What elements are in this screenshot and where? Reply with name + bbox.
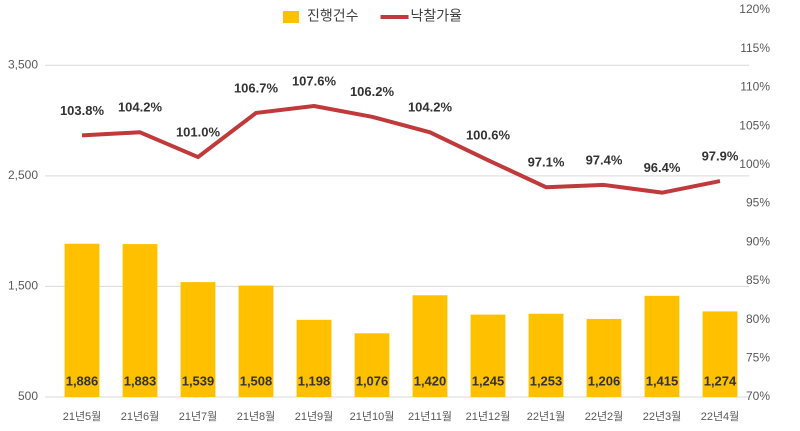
line-value-label: 97.4% — [586, 152, 623, 167]
legend-label: 진행건수 — [307, 8, 359, 24]
bar — [702, 311, 738, 397]
x-tick-label: 21년11월 — [408, 410, 452, 423]
x-tick-label: 21년10월 — [350, 410, 395, 423]
line-value-label: 97.9% — [702, 148, 739, 163]
bar-value-label: 1,253 — [530, 373, 563, 388]
y-tick-label: 3,500 — [8, 57, 38, 71]
y-tick-label: 1,500 — [8, 279, 38, 293]
bar-value-label: 1,198 — [298, 373, 331, 388]
line-value-label: 103.8% — [60, 103, 105, 118]
y2-tick-label: 120% — [739, 2, 770, 16]
bar-value-label: 1,206 — [588, 373, 621, 388]
bar-value-label: 1,883 — [124, 373, 157, 388]
y2-tick-label: 85% — [746, 273, 770, 287]
line-value-label: 96.4% — [644, 160, 681, 175]
x-tick-label: 22년2월 — [585, 410, 624, 423]
y2-tick-label: 80% — [746, 312, 770, 326]
bar — [644, 295, 680, 397]
bar — [238, 285, 274, 397]
bar — [470, 314, 506, 397]
x-tick-label: 21년9월 — [295, 410, 334, 423]
bar — [296, 319, 332, 397]
y-tick-label: 500 — [18, 389, 38, 403]
legend-swatch — [283, 11, 299, 23]
legend-label: 낙찰가율 — [411, 8, 463, 24]
y-tick-label: 2,500 — [8, 168, 38, 182]
x-tick-label: 21년5월 — [63, 410, 102, 423]
bar-value-label: 1,886 — [66, 373, 99, 388]
bar-value-label: 1,076 — [356, 373, 389, 388]
y2-tick-label: 100% — [739, 157, 770, 171]
line — [81, 103, 721, 195]
bar — [412, 295, 448, 397]
bar — [180, 282, 216, 397]
y2-tick-label: 115% — [740, 41, 770, 55]
y2-tick-label: 95% — [746, 196, 770, 210]
line-value-label: 100.6% — [466, 128, 511, 143]
bar-value-label: 1,415 — [646, 373, 679, 388]
y2-tick-label: 75% — [746, 350, 770, 364]
line-value-label: 106.2% — [350, 84, 395, 99]
x-tick-label: 21년12월 — [466, 410, 511, 423]
x-tick-label: 22년1월 — [527, 410, 566, 423]
line-value-label: 101.0% — [176, 124, 221, 139]
bar — [64, 243, 100, 397]
x-tick-label: 21년7월 — [179, 410, 218, 423]
bar — [528, 313, 564, 397]
y2-tick-label: 70% — [746, 389, 770, 403]
line-value-label: 97.1% — [528, 155, 565, 170]
y2-tick-label: 105% — [739, 118, 770, 132]
bar-value-label: 1,245 — [472, 373, 505, 388]
line-value-label: 107.6% — [292, 73, 337, 88]
y2-tick-label: 90% — [746, 234, 770, 248]
y2-tick-label: 110% — [740, 80, 770, 94]
bar-value-label: 1,274 — [704, 373, 737, 388]
line-value-label: 104.2% — [118, 100, 163, 115]
bar-value-label: 1,508 — [240, 373, 273, 388]
bar-value-label: 1,420 — [414, 373, 447, 388]
bar — [354, 333, 390, 397]
x-tick-label: 22년3월 — [643, 410, 682, 423]
line-value-label: 106.7% — [234, 80, 279, 95]
bar-value-label: 1,539 — [182, 373, 215, 388]
bar — [122, 244, 158, 397]
x-tick-label: 22년4월 — [701, 410, 740, 423]
bar — [586, 318, 622, 397]
x-tick-label: 21년6월 — [121, 410, 160, 423]
line-value-label: 104.2% — [408, 100, 453, 115]
x-tick-label: 21년8월 — [237, 410, 276, 423]
